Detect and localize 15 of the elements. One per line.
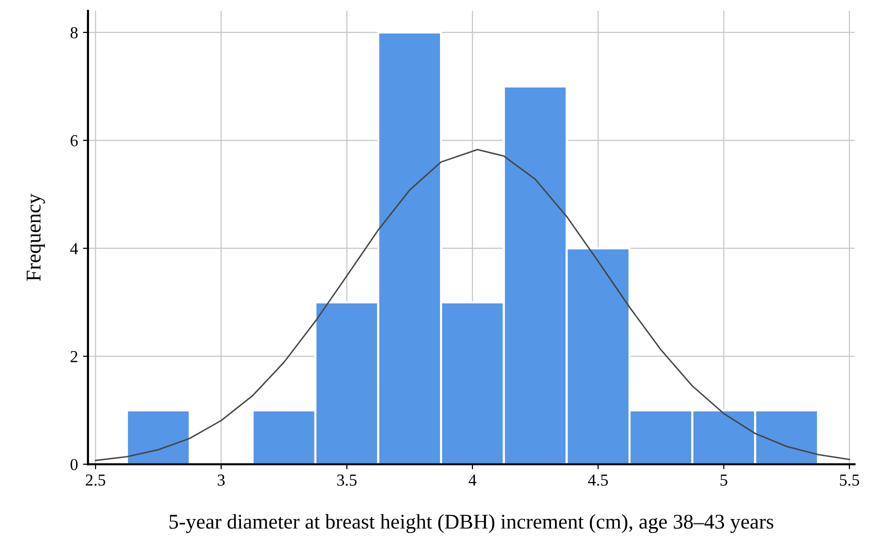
x-tick-label: 5.5 [840,474,860,486]
line-series [94,148,850,462]
y-tick-label: 0 [70,458,78,470]
x-axis-title: 5-year diameter at breast height (DBH) increment (cm), age 38–43 years [170,514,774,534]
x-tick-label: 4 [468,474,476,486]
y-tick-label: 4 [70,243,78,254]
x-tick-label: 4.5 [588,474,608,486]
y-axis-title: Frequency [26,194,45,281]
x-tick-label: 2.5 [86,474,106,486]
x-tick-label: 3 [218,474,225,486]
y-tick-label: 2 [70,351,78,362]
x-tick-label: 5 [720,474,728,486]
y-tick-label: 8 [70,27,78,38]
x-tick-label: 3.5 [337,474,357,486]
y-tick-label: 6 [70,135,78,146]
